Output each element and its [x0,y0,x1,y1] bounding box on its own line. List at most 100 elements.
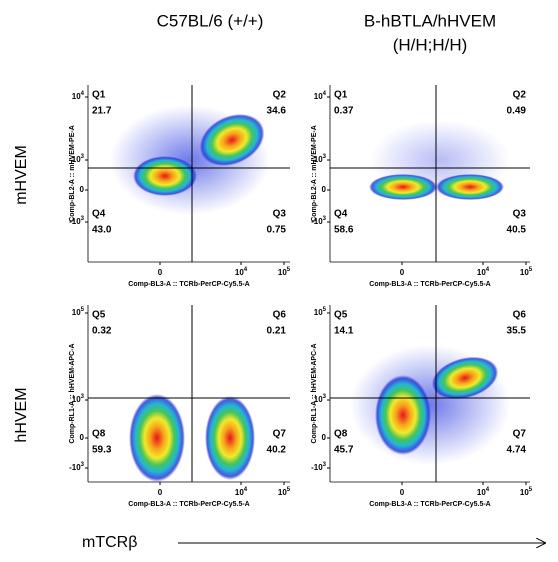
tick-base: 10 [314,155,323,164]
tick-label: 103 [314,394,327,405]
tick-exp: 3 [81,216,85,222]
tick-exp: 5 [81,307,85,313]
quadrant-name: Q4 [92,209,106,220]
tick-exp: 5 [529,267,533,273]
quadrant-name: Q3 [273,209,287,220]
quadrant-name: Q6 [513,310,527,321]
tick-label: 0 [322,433,327,442]
tick-base: -10 [311,463,323,472]
tick-exp: 3 [323,154,327,160]
y-axis-label: Comp-RL1-A :: hHVEM-APC-A [69,343,76,443]
tick-exp: 3 [81,394,85,400]
tick-exp: 4 [323,91,327,97]
tick-base: 10 [72,155,81,164]
tick-base: -10 [69,217,81,226]
y-axis-label: Comp-BL2-A :: mHVEM-PE-A [311,125,318,222]
x-axis-label: Comp-BL3-A :: TCRb-PerCP-Cy5.5-A [128,501,249,508]
tick-base: 10 [314,308,323,317]
tick-exp: 3 [323,394,327,400]
tick-label: 104 [235,487,248,498]
tick-label: 0 [158,268,163,277]
density-clouds [110,105,510,482]
tick-label: 0 [400,488,405,497]
tick-label: 105 [520,487,533,498]
tick-exp: 4 [81,91,85,97]
tick-label: -103 [311,216,327,227]
tick-exp: 3 [323,462,327,468]
tick-base: 10 [520,268,529,277]
quadrant-percent: 40.5 [507,225,527,236]
tick-exp: 5 [323,307,327,313]
tick-base: -10 [69,463,81,472]
tick-base: 10 [278,488,287,497]
quadrant-name: Q7 [273,429,287,440]
quadrant-name: Q5 [92,310,106,321]
tick-base: 0 [80,185,85,194]
quadrant-percent: 59.3 [92,445,112,456]
quadrant-name: Q8 [92,429,106,440]
tick-base: 10 [72,308,81,317]
tick-base: 10 [72,395,81,404]
tick-exp: 3 [81,154,85,160]
quadrant-percent: 0.21 [267,326,287,337]
tick-label: 105 [278,487,291,498]
tick-base: 10 [278,268,287,277]
tick-exp: 4 [486,267,490,273]
tick-label: 0 [158,488,163,497]
tick-exp: 3 [323,216,327,222]
y-axis-label: Comp-BL2-A :: mHVEM-PE-A [69,125,76,222]
tick-base: 0 [322,185,327,194]
tick-base: 10 [477,488,486,497]
tick-label: 104 [477,267,490,278]
tick-exp: 4 [244,487,248,493]
tick-base: 0 [158,488,163,497]
tick-base: 10 [477,268,486,277]
tick-base: 10 [235,268,244,277]
x-axis-label: Comp-BL3-A :: TCRb-PerCP-Cy5.5-A [128,281,249,288]
quadrant-name: Q4 [334,209,348,220]
tick-label: 105 [72,307,85,318]
tick-exp: 5 [287,487,291,493]
quadrant-name: Q5 [334,310,348,321]
tick-label: 0 [80,185,85,194]
tick-label: 104 [477,487,490,498]
quadrant-name: Q1 [334,90,348,101]
tick-base: 10 [72,92,81,101]
tick-base: 10 [314,92,323,101]
tick-exp: 5 [529,487,533,493]
column-header: B-hBTLA/hHVEM [364,11,496,30]
quadrant-name: Q1 [92,90,106,101]
quadrant-percent: 45.7 [334,445,354,456]
tick-label: -103 [69,462,85,473]
quadrant-percent: 58.6 [334,225,354,236]
row-label: hHVEM [13,387,30,442]
quadrant-name: Q7 [513,429,527,440]
tick-base: -10 [311,217,323,226]
quadrant-percent: 0.75 [267,225,287,236]
tick-label: 105 [314,307,327,318]
tick-label: 104 [72,91,85,102]
tick-label: 104 [235,267,248,278]
quadrant-percent: 21.7 [92,106,112,117]
quadrant-percent: 34.6 [267,106,287,117]
tick-label: -103 [69,216,85,227]
tick-label: 103 [72,394,85,405]
tick-base: 10 [520,488,529,497]
quadrant-percent: 0.37 [334,106,354,117]
tick-label: 104 [314,91,327,102]
column-header: C57BL/6 (+/+) [157,11,264,30]
tick-exp: 4 [244,267,248,273]
tick-exp: 5 [287,267,291,273]
tick-label: 103 [72,154,85,165]
quadrant-percent: 40.2 [267,445,287,456]
tick-base: 0 [400,268,405,277]
x-axis-label: Comp-BL3-A :: TCRb-PerCP-Cy5.5-A [369,501,490,508]
x-axis-label: Comp-BL3-A :: TCRb-PerCP-Cy5.5-A [369,281,490,288]
tick-label: 103 [314,154,327,165]
tick-base: 10 [314,395,323,404]
tick-exp: 4 [486,487,490,493]
tick-label: 0 [400,268,405,277]
quadrant-name: Q3 [513,209,527,220]
quadrant-percent: 4.74 [507,445,527,456]
